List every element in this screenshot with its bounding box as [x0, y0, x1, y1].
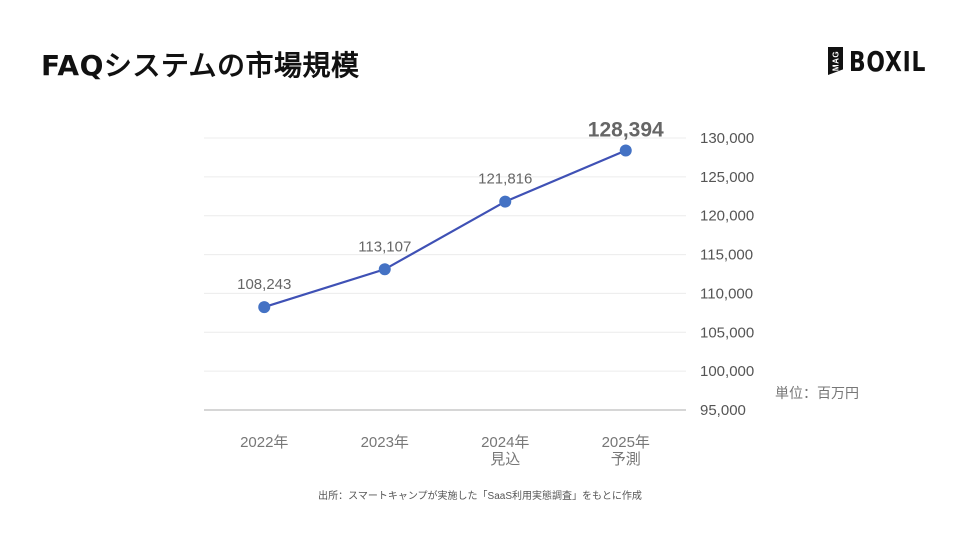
data-point-marker: [258, 301, 271, 314]
source-note: 出所：スマートキャンプが実施した「SaaS利用実態調査」をもとに作成: [318, 491, 642, 502]
data-points: [258, 144, 632, 314]
series-line: [263, 149, 627, 309]
data-point-marker: [378, 263, 391, 276]
x-tick-label: 2022年: [240, 434, 289, 451]
x-tick-label: 2023年: [360, 434, 409, 451]
y-axis-labels: 95,000 100,000 105,000 110,000 115,000 120,00…: [700, 130, 754, 419]
y-tick-label: 110,000: [700, 285, 753, 302]
x-tick-label: 2024年 見込: [481, 434, 530, 468]
y-tick-label: 105,000: [700, 324, 754, 341]
y-tick-label: 100,000: [700, 363, 754, 380]
y-tick-label: 115,000: [700, 247, 753, 264]
data-label: 108,243: [237, 276, 291, 293]
y-tick-label: 95,000: [700, 402, 746, 419]
data-label: 128,394: [588, 118, 664, 141]
gridlines: [204, 137, 686, 411]
data-label: 113,107: [358, 238, 411, 255]
y-tick-label: 130,000: [700, 130, 754, 147]
logo-text: BOXIL: [849, 44, 927, 78]
y-tick-label: 120,000: [700, 208, 754, 225]
y-tick-label: 125,000: [700, 169, 754, 186]
x-tick-label: 2025年 予測: [601, 434, 650, 468]
mag-badge-icon: MAG: [828, 47, 843, 75]
page-title: FAQシステムの市場規模: [41, 49, 360, 82]
data-point-marker: [499, 195, 512, 208]
data-point-marker: [619, 144, 632, 157]
data-labels: 108,243 113,107 121,816 128,394: [237, 118, 664, 293]
data-label: 121,816: [478, 171, 532, 188]
boxil-logo: MAG BOXIL: [828, 44, 948, 78]
unit-label: 単位：百万円: [775, 385, 859, 401]
